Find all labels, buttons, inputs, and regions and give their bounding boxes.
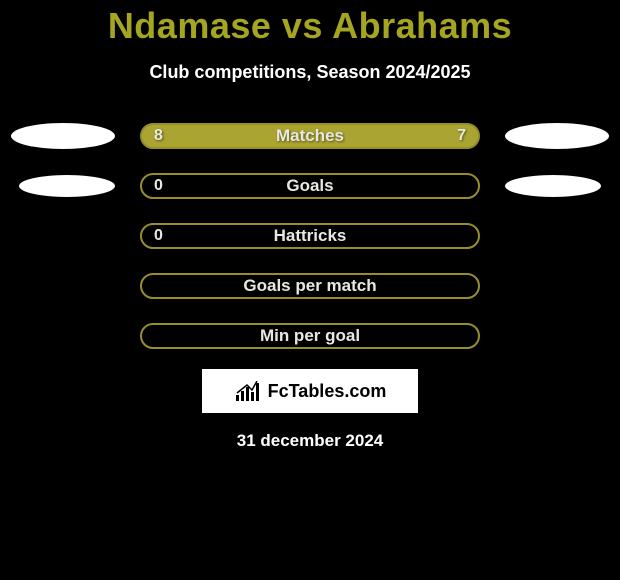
stat-bar: Min per goal: [140, 323, 480, 349]
infographic-container: Ndamase vs Abrahams Club competitions, S…: [0, 0, 620, 451]
bar-label: Hattricks: [274, 226, 347, 246]
stat-row-min-per-goal: Min per goal: [0, 323, 620, 349]
left-value: 0: [154, 177, 163, 195]
title: Ndamase vs Abrahams: [0, 5, 620, 47]
logo-text: FcTables.com: [268, 381, 387, 402]
stat-row-matches: 8 Matches 7: [0, 123, 620, 149]
right-ellipse: [505, 175, 601, 197]
chart-icon: [234, 381, 262, 401]
subtitle: Club competitions, Season 2024/2025: [0, 62, 620, 83]
stat-rows: 8 Matches 7 0 Goals 0 Hattricks: [0, 123, 620, 349]
right-value: 7: [457, 127, 466, 145]
left-value: 8: [154, 127, 163, 145]
stat-row-goals: 0 Goals: [0, 173, 620, 199]
left-ellipse: [19, 175, 115, 197]
left-value: 0: [154, 227, 163, 245]
stat-bar: 0 Goals: [140, 173, 480, 199]
right-ellipse: [505, 123, 609, 149]
left-ellipse: [11, 123, 115, 149]
stat-bar: Goals per match: [140, 273, 480, 299]
stat-bar: 8 Matches 7: [140, 123, 480, 149]
bar-label: Goals: [286, 176, 333, 196]
logo-box: FcTables.com: [202, 369, 418, 413]
date-text: 31 december 2024: [0, 431, 620, 451]
bar-label: Goals per match: [243, 276, 376, 296]
stat-row-hattricks: 0 Hattricks: [0, 223, 620, 249]
stat-bar: 0 Hattricks: [140, 223, 480, 249]
stat-row-goals-per-match: Goals per match: [0, 273, 620, 299]
bar-label: Matches: [276, 126, 344, 146]
bar-label: Min per goal: [260, 326, 360, 346]
